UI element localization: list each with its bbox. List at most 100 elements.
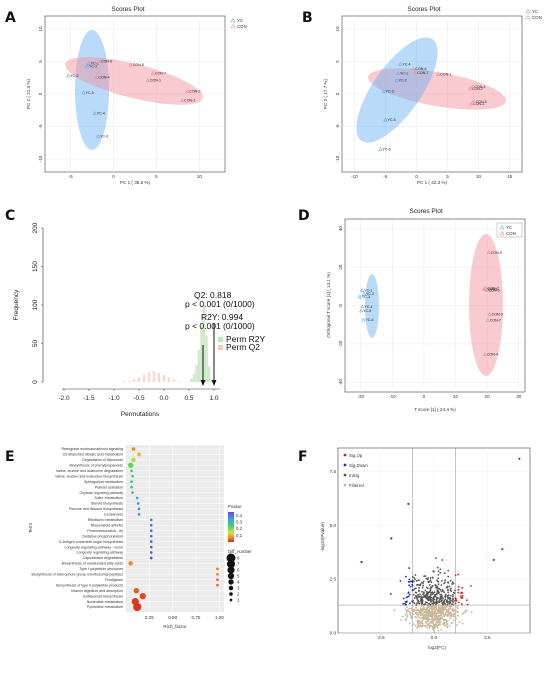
feature-point: [435, 586, 437, 589]
sample-label-yc-2: YC-2: [89, 64, 97, 68]
panel-e: E Retrograde endocannabinoid signaling C5…: [5, 445, 252, 629]
feature-point: [461, 586, 464, 589]
feature-point: [426, 587, 429, 590]
feature-point: [470, 585, 472, 587]
enrichment-dot: [216, 583, 219, 587]
feature-point: [428, 607, 431, 610]
sample-label-con-3: CON-3: [189, 90, 200, 94]
feature-point: [437, 570, 440, 573]
q2-annotation-line1: Q2: 0.818: [194, 290, 232, 300]
feature-point: [438, 618, 441, 621]
feature-point: [415, 616, 418, 619]
feature-point: [436, 579, 439, 582]
feature-point: [426, 609, 429, 612]
histogram-bar: [172, 379, 176, 382]
panel-e-term-labels: Retrograde endocannabinoid signaling C5-B…: [32, 447, 124, 609]
sample-point-yc-2: [361, 291, 367, 296]
feature-point: [444, 618, 446, 621]
term-label: Valine, leucine and isoleucine degradati…: [56, 469, 123, 473]
feature-point: [416, 620, 419, 623]
feature-point: [417, 600, 420, 603]
feature-point: [437, 577, 440, 580]
legend-filtered-dot: [343, 483, 347, 487]
feature-point: [418, 616, 421, 619]
feature-point: [437, 583, 440, 586]
enrichment-dot: [149, 523, 153, 527]
feature-point: [433, 624, 436, 627]
diff-legend-title: Diff_number: [228, 549, 252, 554]
feature-point: [427, 591, 430, 594]
x-tick-label: -10: [389, 394, 396, 399]
panel-f-ticks: -2.5 0.0 2.5 7.5 5.0 2.5 0.0: [330, 469, 491, 640]
sample-label-yc-4: YC-4: [364, 305, 372, 309]
feature-point: [464, 609, 467, 612]
feature-point: [439, 595, 442, 598]
panel-e-ticks: 0.25 0.50 0.75 1.00: [145, 615, 224, 620]
y-tick-label: 0: [338, 304, 343, 307]
feature-point: [430, 598, 432, 601]
feature-point: [404, 575, 407, 578]
feature-point: [461, 604, 464, 607]
legend-con-label: CON: [532, 15, 542, 20]
feature-point: [431, 608, 434, 611]
enrichment-dot: [135, 496, 139, 500]
feature-point: [420, 597, 422, 600]
term-label: Biosynthesis of siderophore group nonrib…: [32, 573, 124, 577]
feature-point: [439, 615, 441, 617]
feature-point: [433, 631, 436, 633]
feature-point: [435, 584, 437, 587]
enrichment-dot: [149, 551, 153, 554]
sample-point-yc-4: [92, 111, 97, 115]
histogram-bar: [127, 380, 131, 382]
feature-point: [422, 580, 425, 583]
feature-point: [446, 595, 449, 597]
feature-point: [409, 622, 411, 625]
feature-point: [441, 610, 444, 613]
sample-point-con-2: [483, 285, 488, 290]
q2-arrow-head: [200, 380, 206, 386]
feature-point: [429, 603, 432, 606]
pvalue-tick-label: 0.2: [236, 526, 243, 531]
feature-point: [409, 585, 412, 588]
term-label: Vitamin digestion and absorption: [71, 589, 123, 593]
feature-point: [438, 606, 440, 609]
feature-point: [428, 622, 431, 625]
feature-point: [406, 612, 408, 615]
histogram-bar: [177, 381, 181, 382]
sample-point-yc-4: [398, 61, 403, 66]
feature-point: [416, 623, 419, 625]
histogram-bar: [200, 324, 203, 382]
panel-e-dots: [127, 447, 219, 612]
x-tick-label: 0: [415, 174, 418, 179]
feature-point: [430, 611, 432, 614]
feature-point: [408, 602, 411, 605]
feature-point: [455, 617, 457, 620]
feature-point: [429, 586, 432, 589]
feature-point: [413, 608, 415, 611]
feature-point: [418, 602, 421, 605]
x-tick-label: -20: [357, 394, 364, 399]
feature-point: [415, 591, 418, 594]
sample-label-yc-3: YC-3: [386, 90, 394, 94]
feature-point: [426, 591, 429, 594]
legend-sig-up-dot: [343, 453, 347, 457]
feature-point: [449, 579, 452, 582]
x-tick-label: 0.0: [159, 395, 168, 402]
feature-point: [430, 591, 433, 594]
panel-d-yc-ellipse: [365, 274, 379, 338]
y-tick-label: 10: [335, 26, 340, 32]
panel-d-grid: [345, 219, 525, 392]
panel-c-ylabel: Frequency: [13, 289, 20, 320]
panel-c-legend: Perm R2Y Perm Q2: [218, 334, 266, 352]
feature-point: [449, 598, 452, 600]
legend-sig-up-label: Sig.Up: [349, 453, 363, 458]
feature-point: [437, 597, 439, 600]
panel-b-xlabel: PC 1 ( 42.3 %): [417, 180, 448, 185]
feature-point: [428, 602, 430, 605]
feature-point: [434, 601, 436, 604]
feature-point: [415, 584, 418, 586]
sample-point-yc-3: [357, 294, 362, 299]
feature-point: [445, 606, 448, 608]
term-label: Sphingolipid metabolism: [84, 480, 123, 484]
